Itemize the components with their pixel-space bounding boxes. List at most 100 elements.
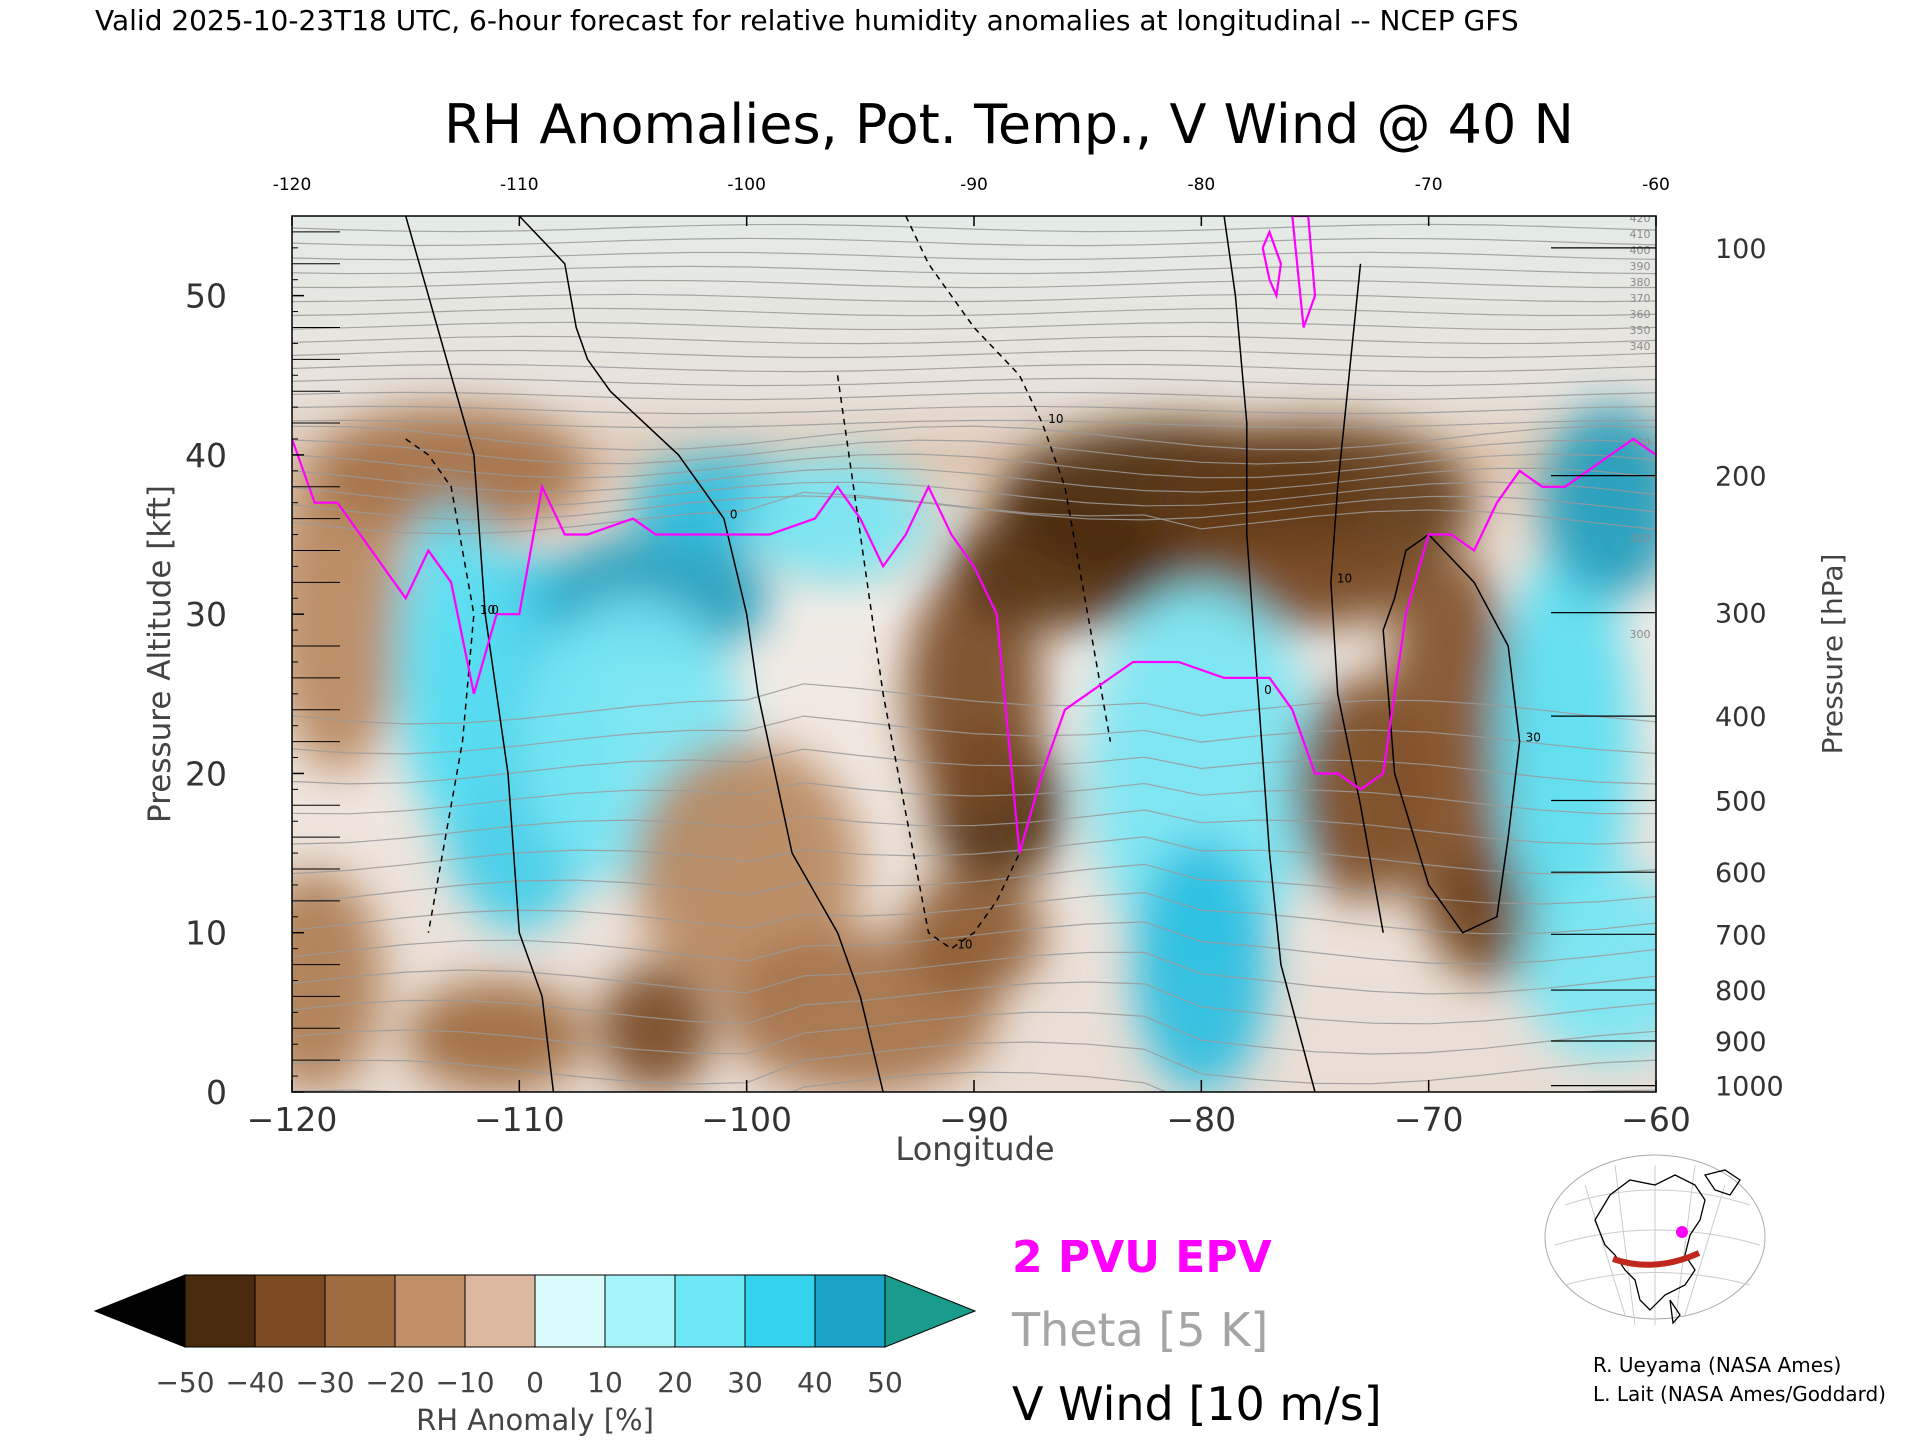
v-wind-contour bbox=[1223, 216, 1316, 1092]
y-axis-label: Pressure Altitude [kft] bbox=[142, 485, 178, 823]
x-top-tick-label: -100 bbox=[727, 175, 766, 195]
cross-section-track bbox=[1612, 1250, 1701, 1268]
v-wind-contour-label: 0 bbox=[1264, 683, 1272, 697]
theta-contour-line bbox=[292, 921, 1656, 965]
rh-anomaly-blob bbox=[1542, 407, 1656, 599]
v-wind-contour-label: 10 bbox=[480, 603, 495, 617]
y-axis: 0 10 20 30 40 50 bbox=[185, 231, 340, 1112]
colorbar-segment bbox=[254, 1274, 326, 1348]
x-axis: −120 −110 −100 −90 −80 −70 −60 bbox=[247, 1080, 1691, 1139]
theta-contour-line bbox=[292, 781, 1656, 815]
theta-contour-label: 370 bbox=[1630, 292, 1651, 305]
theta-contour-label: 360 bbox=[1630, 308, 1651, 321]
colorbar-label: RH Anomaly [%] bbox=[416, 1403, 654, 1437]
colorbar-segment bbox=[324, 1274, 396, 1348]
v-wind-contour-label: 0 bbox=[491, 603, 499, 617]
credit-line-2: L. Lait (NASA Ames/Goddard) bbox=[1593, 1382, 1886, 1406]
y-tick-label: 10 bbox=[185, 914, 227, 953]
pressure-tick-label: 300 bbox=[1715, 599, 1767, 630]
pressure-tick-label: 100 bbox=[1715, 234, 1767, 265]
x-top-tick-label: -70 bbox=[1415, 175, 1443, 195]
x-tick-label: −90 bbox=[939, 1100, 1009, 1139]
theta-contour-label: 340 bbox=[1630, 340, 1651, 353]
theta-contour-line bbox=[292, 981, 1656, 1025]
rh-anomaly-blob bbox=[1383, 550, 1520, 933]
theta-contour-label: 300 bbox=[1630, 628, 1651, 641]
rh-anomaly-field bbox=[292, 407, 1656, 1092]
v-wind-contour bbox=[405, 438, 475, 933]
y2-axis-pressure: 100 200 300 400 500 600 700 800 900 1000 bbox=[1551, 234, 1784, 1103]
x-tick-label: −60 bbox=[1621, 1100, 1691, 1139]
map-graticule bbox=[1554, 1164, 1761, 1326]
y-tick-label: 0 bbox=[206, 1073, 227, 1112]
theta-contour-line bbox=[292, 748, 1656, 785]
theta-contour-line bbox=[292, 1071, 1656, 1092]
colorbar-segment bbox=[394, 1274, 466, 1348]
x-top-tick-label: -80 bbox=[1187, 175, 1215, 195]
inset-map bbox=[1544, 1154, 1766, 1326]
rh-anomaly-blob bbox=[633, 741, 861, 997]
rh-anomaly-blob bbox=[1519, 869, 1656, 1061]
pressure-tick-label: 1000 bbox=[1715, 1072, 1784, 1103]
colorbar-segment bbox=[674, 1274, 746, 1348]
rh-anomaly-blob bbox=[1496, 550, 1634, 933]
pressure-tick-label: 200 bbox=[1715, 462, 1767, 493]
theta-contour-line bbox=[292, 293, 1656, 303]
legend-theta: Theta [5 K] bbox=[1011, 1303, 1268, 1357]
x-axis-top: -120 -110 -100 -90 -80 -70 -60 bbox=[273, 175, 1670, 226]
theta-contour-line bbox=[292, 481, 1656, 507]
colorbar-tick-label: 40 bbox=[797, 1366, 833, 1399]
theta-contour-line bbox=[292, 377, 1656, 387]
pressure-tick-label: 700 bbox=[1715, 920, 1767, 951]
rh-anomaly-blob bbox=[405, 980, 588, 1092]
theta-contour-line bbox=[292, 715, 1656, 755]
epv-series-line bbox=[1261, 228, 1283, 300]
theta-contour-line bbox=[292, 951, 1656, 995]
x-tick-label: −100 bbox=[701, 1100, 792, 1139]
map-coastlines bbox=[1594, 1169, 1741, 1325]
chart-title: RH Anomalies, Pot. Temp., V Wind @ 40 N bbox=[444, 93, 1574, 156]
rh-anomaly-blob bbox=[292, 454, 406, 774]
y-tick-label: 40 bbox=[185, 436, 227, 475]
pressure-tick-label: 400 bbox=[1715, 702, 1767, 733]
theta-contour-line bbox=[292, 491, 1656, 535]
theta-contour-line bbox=[292, 425, 1656, 451]
v-wind-contour-label: 10 bbox=[1337, 571, 1352, 585]
v-wind-contour-label: 10 bbox=[1048, 412, 1063, 426]
theta-contour-label: 390 bbox=[1630, 260, 1651, 273]
rh-anomaly-blob bbox=[905, 566, 1043, 822]
theta-contour-line bbox=[292, 279, 1656, 289]
theta-contour-line bbox=[292, 265, 1656, 275]
legend: 2 PVU EPV Theta [5 K] V Wind [10 m/s] bbox=[1011, 1232, 1382, 1431]
y-tick-label: 50 bbox=[185, 277, 227, 316]
colorbar-tick-label: −50 bbox=[155, 1366, 214, 1399]
theta-contour-label: 410 bbox=[1630, 228, 1651, 241]
v-wind-contour bbox=[1330, 263, 1384, 933]
x-tick-label: −120 bbox=[247, 1100, 338, 1139]
v-wind-contour-label: 10 bbox=[957, 938, 972, 952]
theta-contour-line bbox=[292, 391, 1656, 401]
theta-contour-line bbox=[292, 349, 1656, 359]
rh-anomaly-blob bbox=[1133, 837, 1270, 1092]
rh-anomaly-blob bbox=[746, 454, 929, 583]
colorbar-segment bbox=[744, 1274, 816, 1348]
colorbar-tick-label: 0 bbox=[526, 1366, 544, 1399]
v-wind-contour-label: 30 bbox=[1526, 731, 1541, 745]
colorbar-tick-label: −10 bbox=[435, 1366, 494, 1399]
epv-2pvu-contours bbox=[292, 216, 1656, 854]
y-tick-label: 20 bbox=[185, 754, 227, 793]
theta-contour-line bbox=[292, 439, 1656, 465]
theta-contour-label: 310 bbox=[1630, 532, 1651, 545]
x-tick-label: −70 bbox=[1394, 1100, 1464, 1139]
colorbar-tick-label: 50 bbox=[867, 1366, 903, 1399]
v-wind-contour bbox=[836, 375, 1021, 950]
theta-contour-line bbox=[292, 891, 1656, 935]
rh-anomaly-blob bbox=[598, 964, 713, 1092]
x-axis-label: Longitude bbox=[895, 1130, 1054, 1168]
theta-contour-line bbox=[292, 1011, 1656, 1055]
theta-contour-line bbox=[292, 836, 1656, 875]
theta-contour-line bbox=[292, 467, 1656, 493]
colorbar-tick-label: 20 bbox=[657, 1366, 693, 1399]
